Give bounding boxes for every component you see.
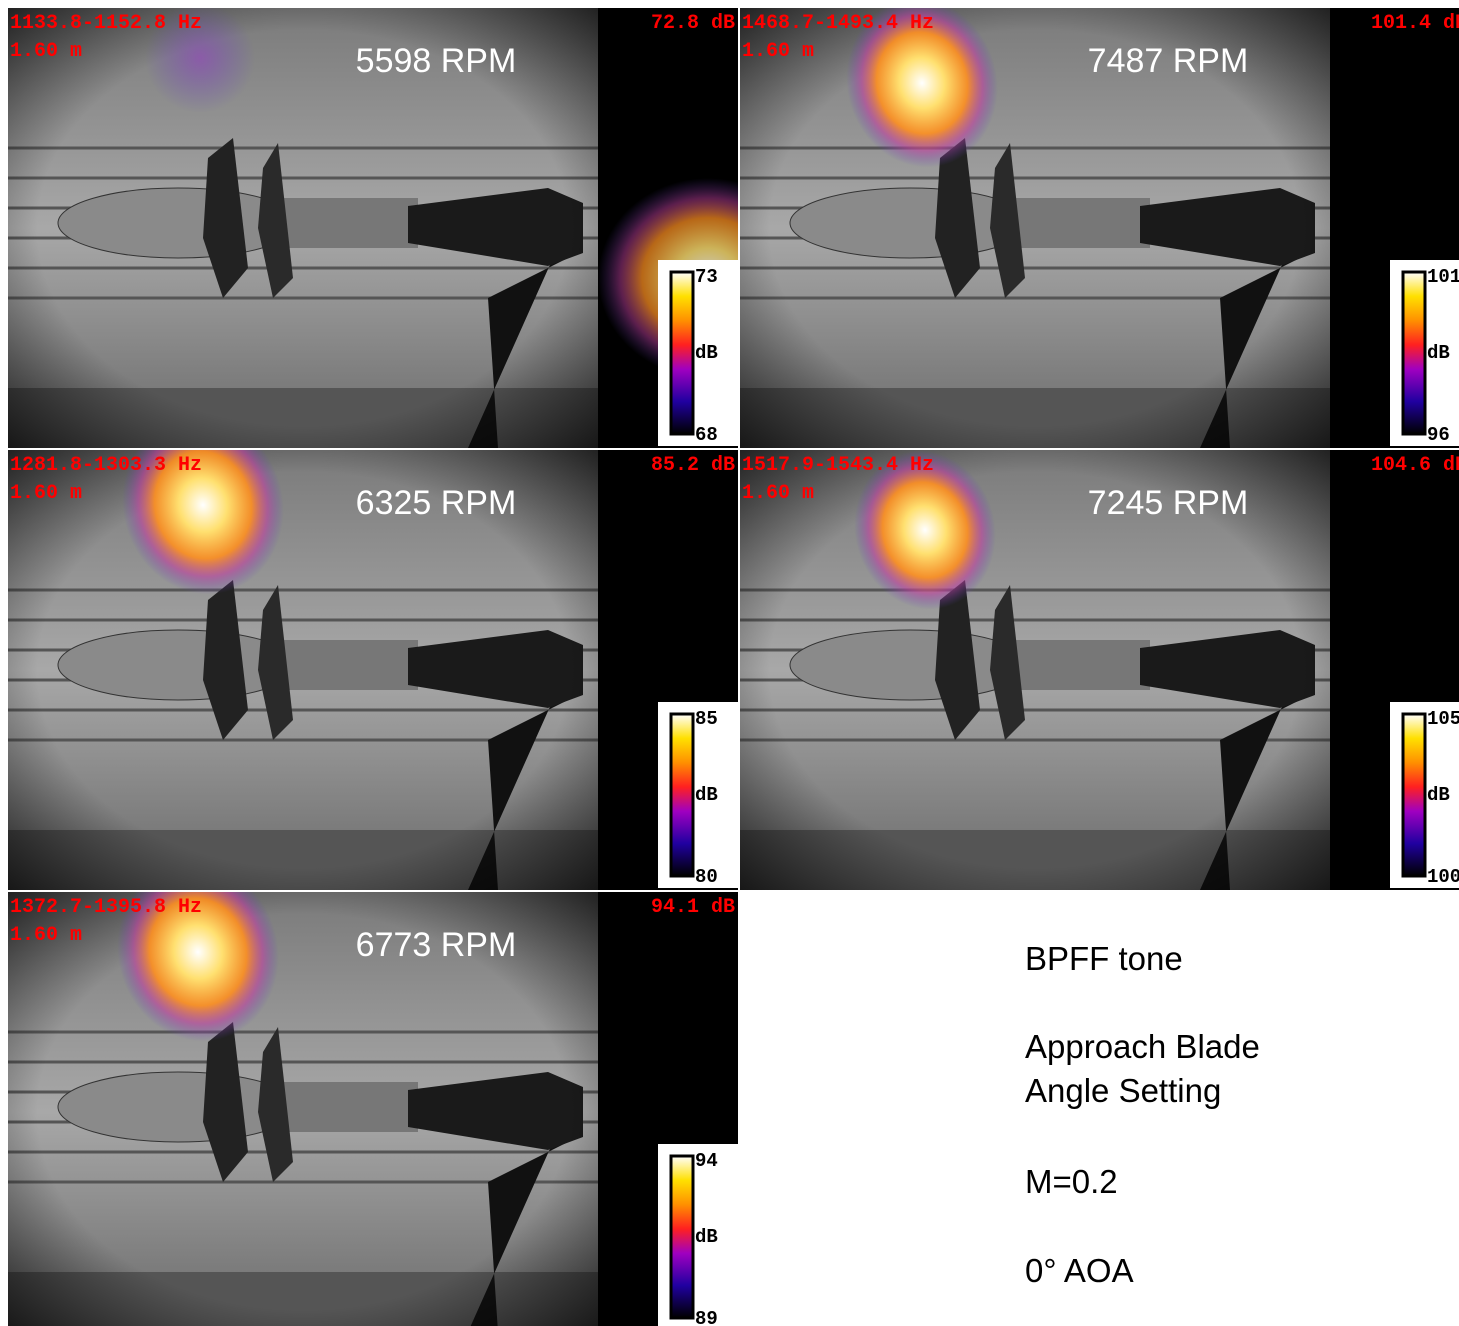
frequency: 1281.8-1303.3 Hz — [10, 454, 202, 477]
level: 94.1 dB — [651, 896, 735, 919]
colorbar — [671, 714, 693, 876]
frequency: 1468.7-1493.4 Hz — [742, 12, 934, 35]
note: 0° AOA — [1025, 1252, 1134, 1289]
colorbar-max: 94 — [695, 1150, 718, 1172]
panel: 1133.8-1152.8 Hz 1.60 m 72.8 dB 5598 RPM 73 d… — [8, 0, 818, 448]
colorbar-unit: dB — [1427, 784, 1450, 806]
colorbar-max: 101 — [1427, 266, 1459, 288]
colorbar-max: 73 — [695, 266, 718, 288]
rpm: 7487 RPM — [1088, 42, 1249, 80]
colorbar-unit: dB — [695, 784, 718, 806]
notes: BPFF tone Approach Blade Angle Setting M… — [1025, 940, 1260, 1289]
distance: 1.60 m — [10, 482, 82, 505]
colorbar — [1403, 272, 1425, 434]
colorbar-max: 105 — [1427, 708, 1459, 730]
panel: 1517.9-1543.4 Hz 1.60 m 104.6 dB 7245 RPM 10… — [740, 435, 1459, 890]
colorbar-max: 85 — [695, 708, 718, 730]
distance: 1.60 m — [742, 40, 814, 63]
distance: 1.60 m — [10, 924, 82, 947]
colorbar-min: 96 — [1427, 424, 1450, 446]
colorbar-unit: dB — [1427, 342, 1450, 364]
colorbar-min: 68 — [695, 424, 718, 446]
rpm: 6325 RPM — [356, 484, 517, 522]
frequency: 1517.9-1543.4 Hz — [742, 454, 934, 477]
note: M=0.2 — [1025, 1163, 1118, 1200]
level: 104.6 dB — [1371, 454, 1459, 477]
level: 101.4 dB — [1371, 12, 1459, 35]
colorbar — [671, 1156, 693, 1318]
colorbar — [1403, 714, 1425, 876]
note: BPFF tone — [1025, 940, 1183, 977]
note: Angle Setting — [1025, 1072, 1221, 1109]
level: 85.2 dB — [651, 454, 735, 477]
colorbar-unit: dB — [695, 1226, 718, 1248]
panels: 1133.8-1152.8 Hz 1.60 m 72.8 dB 5598 RPM 73 d… — [8, 0, 1459, 1326]
colorbar — [671, 272, 693, 434]
panel: 1372.7-1395.8 Hz 1.60 m 94.1 dB 6773 RPM 94 d… — [8, 844, 740, 1326]
rpm: 5598 RPM — [356, 42, 517, 80]
frequency: 1133.8-1152.8 Hz — [10, 12, 202, 35]
frequency: 1372.7-1395.8 Hz — [10, 896, 202, 919]
panel: 1468.7-1493.4 Hz 1.60 m 101.4 dB 7487 RPM 10… — [740, 0, 1459, 448]
note: Approach Blade — [1025, 1028, 1260, 1065]
panel: 1281.8-1303.3 Hz 1.60 m 85.2 dB 6325 RPM 85 d… — [8, 397, 740, 890]
rpm: 7245 RPM — [1088, 484, 1249, 522]
rpm: 6773 RPM — [356, 926, 517, 964]
distance: 1.60 m — [10, 40, 82, 63]
colorbar-min: 80 — [695, 866, 718, 888]
colorbar-min: 100 — [1427, 866, 1459, 888]
colorbar-unit: dB — [695, 342, 718, 364]
colorbar-min: 89 — [695, 1308, 718, 1326]
level: 72.8 dB — [651, 12, 735, 35]
distance: 1.60 m — [742, 482, 814, 505]
figure: 1133.8-1152.8 Hz 1.60 m 72.8 dB 5598 RPM 73 d… — [0, 0, 1459, 1326]
